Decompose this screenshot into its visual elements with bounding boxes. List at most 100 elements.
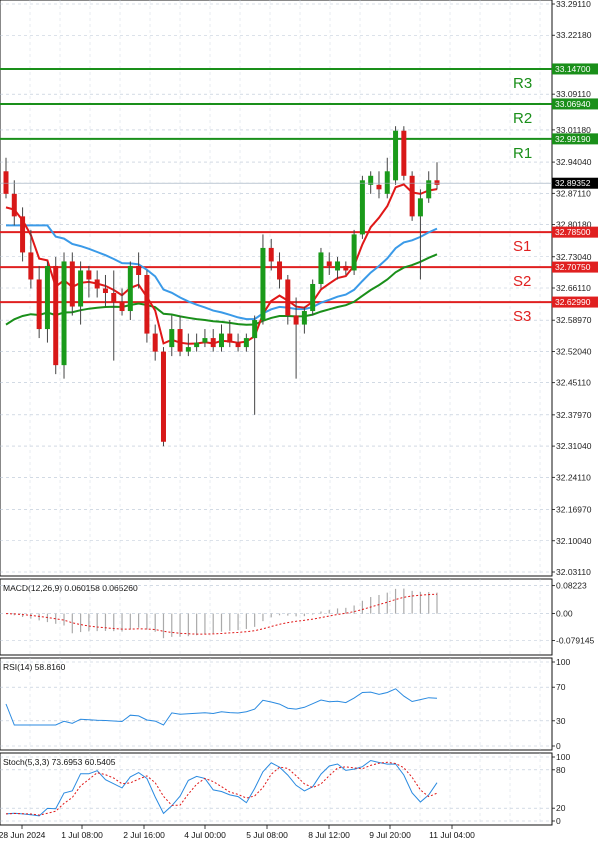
candle-body [359, 180, 365, 235]
candle-body [210, 338, 216, 348]
level-price-s1: 32.78500 [555, 227, 591, 237]
candle-body [169, 329, 175, 348]
rsi-grid [0, 658, 552, 750]
candle-body [277, 261, 283, 280]
rsi-panel: RSI(14) 58.8160 100 70 30 0 [0, 657, 570, 751]
level-name-r1: R1 [513, 145, 532, 162]
candle-body [426, 180, 432, 199]
candle-body [86, 270, 92, 280]
level-name-r2: R2 [513, 110, 532, 127]
candle-body [335, 261, 341, 271]
y-tick-label: 20 [556, 803, 566, 813]
rsi-y-axis: 100 70 30 0 [552, 657, 570, 751]
candle-body [434, 180, 440, 185]
level-price-s3: 32.62990 [555, 297, 591, 307]
ma-blue-line [6, 224, 438, 321]
level-name-s3: S3 [513, 308, 531, 325]
candle-body [376, 184, 382, 190]
candle-body [343, 265, 349, 271]
current-price-label: 32.89352 [555, 178, 591, 188]
y-tick-label: 32.73040 [556, 252, 592, 262]
candle-body [28, 252, 34, 280]
candle-body [351, 234, 357, 271]
level-price-r2: 33.06940 [555, 99, 591, 109]
y-tick-label: 30 [556, 716, 566, 726]
candle-body [384, 171, 390, 194]
candle-body [144, 274, 150, 334]
y-tick-label: 33.09110 [556, 89, 591, 99]
candle-body [268, 247, 274, 262]
candle-body [252, 320, 258, 339]
level-box-s1 [552, 226, 598, 238]
candle-body [111, 293, 117, 303]
macd-grid [0, 579, 552, 655]
level-name-s2: S2 [513, 273, 531, 290]
stoch-y-axis: 100 80 20 0 [552, 752, 570, 826]
y-tick-label: 70 [556, 682, 566, 692]
candle-body [301, 311, 307, 325]
rsi-title: RSI(14) 58.8160 [3, 662, 66, 672]
candle-body [243, 338, 249, 348]
y-tick-label: 0.00 [556, 609, 573, 619]
y-tick-label: 32.58970 [556, 315, 592, 325]
y-tick-label: 0 [556, 741, 561, 751]
candle-body [78, 270, 84, 307]
level-price-s2: 32.70750 [555, 262, 591, 272]
y-tick-label: 32.24110 [556, 472, 591, 482]
candle-body [177, 329, 183, 352]
stoch-title: Stoch(5,3,3) 73.6953 60.5405 [3, 757, 116, 767]
candle-body [11, 193, 17, 217]
stoch-k-line [5, 759, 438, 817]
candle-body [409, 175, 415, 217]
stoch-grid [0, 753, 552, 825]
candle-body [235, 342, 241, 348]
y-tick-label: 0 [556, 816, 561, 826]
current-price-marker: 32.89352 [0, 177, 598, 189]
candle-body [326, 261, 332, 266]
y-tick-label: 80 [556, 765, 566, 775]
y-tick-label: 32.16970 [556, 505, 592, 515]
y-tick-label: 100 [556, 752, 570, 762]
macd-panel: MACD(12,26,9) 0.060158 0.065260 0.08223 0… [0, 578, 595, 656]
ma-green-line [5, 253, 438, 326]
candle-body [293, 315, 299, 325]
y-tick-label: 32.52040 [556, 346, 592, 356]
macd-title: MACD(12,26,9) 0.060158 0.065260 [3, 583, 138, 593]
x-axis: 28 Jun 2024 1 Jul 08:00 2 Jul 16:00 4 Jul 0… [0, 825, 475, 840]
x-tick-label: 4 Jul 00:00 [184, 830, 226, 840]
level-name-r3: R3 [513, 75, 532, 92]
y-tick-label: 32.03110 [556, 567, 591, 577]
candle-body [44, 265, 50, 330]
y-tick-label: 33.22180 [556, 30, 592, 40]
candle-body [417, 198, 423, 217]
y-tick-label: 0.08223 [556, 581, 587, 591]
level-price-r3: 33.14700 [555, 64, 591, 74]
x-tick-label: 5 Jul 08:00 [246, 830, 288, 840]
y-tick-label: 32.80180 [556, 220, 592, 230]
price-y-axis: 33.29110 33.22180 33.14700 33.0911033.06940… [552, 0, 592, 577]
candle-body [368, 175, 374, 185]
x-tick-label: 11 Jul 04:00 [429, 830, 475, 840]
candle-body [185, 347, 191, 352]
y-tick-label: 33.29110 [556, 0, 591, 9]
x-tick-label: 2 Jul 16:00 [123, 830, 165, 840]
x-tick-label: 8 Jul 12:00 [308, 830, 350, 840]
level-box-r2 [552, 98, 598, 110]
y-tick-label: 32.31040 [556, 441, 592, 451]
candle-body [152, 333, 158, 352]
candle-body [401, 130, 407, 176]
macd-histogram [13, 588, 438, 639]
candle-body [127, 265, 133, 312]
candlesticks [3, 126, 440, 447]
candle-body [260, 247, 266, 321]
level-box-s2 [552, 261, 598, 273]
macd-frame [0, 578, 553, 656]
price-panel: 33.29110 33.22180 33.14700 33.0911033.06940… [0, 0, 598, 577]
candle-body [53, 265, 59, 366]
support-resistance-levels: 33.14700 R3 33.06940 R2 32.99190 R1 32.78500 S1… [0, 63, 598, 325]
y-tick-label: 100 [556, 657, 570, 667]
candle-body [102, 288, 108, 294]
macd-y-axis: 0.08223 0.00 -0.079145 [552, 581, 595, 646]
y-tick-label: 32.66110 [556, 283, 591, 293]
